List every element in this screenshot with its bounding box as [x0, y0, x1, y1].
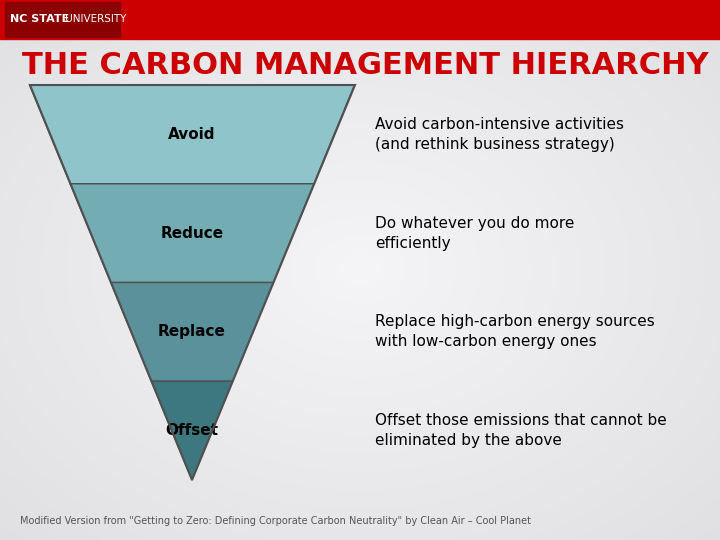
Text: Offset those emissions that cannot be
eliminated by the above: Offset those emissions that cannot be el…: [375, 413, 667, 448]
Text: Modified Version from "Getting to Zero: Defining Corporate Carbon Neutrality" by: Modified Version from "Getting to Zero: …: [20, 516, 531, 526]
Bar: [5, 2, 120, 37]
Polygon shape: [70, 184, 314, 282]
Text: Avoid: Avoid: [168, 127, 216, 142]
Text: Replace: Replace: [158, 325, 226, 339]
Text: Do whatever you do more
efficiently: Do whatever you do more efficiently: [375, 215, 575, 251]
Text: Reduce: Reduce: [161, 226, 224, 241]
Polygon shape: [30, 85, 354, 184]
Text: UNIVERSITY: UNIVERSITY: [62, 15, 127, 24]
Text: Offset: Offset: [166, 423, 218, 438]
Text: Replace high-carbon energy sources
with low-carbon energy ones: Replace high-carbon energy sources with …: [375, 314, 654, 349]
Text: THE CARBON MANAGEMENT HIERARCHY: THE CARBON MANAGEMENT HIERARCHY: [22, 51, 708, 80]
Text: NC STATE: NC STATE: [10, 15, 69, 24]
Polygon shape: [151, 381, 233, 480]
Polygon shape: [111, 282, 274, 381]
Text: Avoid carbon-intensive activities
(and rethink business strategy): Avoid carbon-intensive activities (and r…: [375, 117, 624, 152]
Bar: [0, 0, 720, 39]
